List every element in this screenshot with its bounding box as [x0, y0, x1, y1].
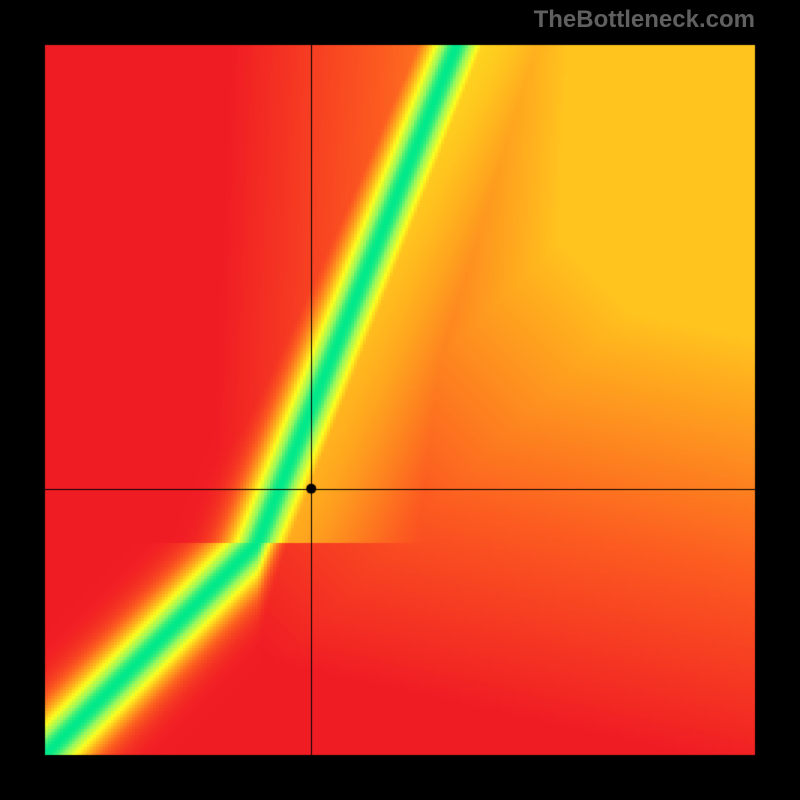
bottleneck-heatmap: [0, 0, 800, 800]
watermark-text: TheBottleneck.com: [534, 6, 755, 34]
chart-container: TheBottleneck.com: [0, 0, 800, 800]
